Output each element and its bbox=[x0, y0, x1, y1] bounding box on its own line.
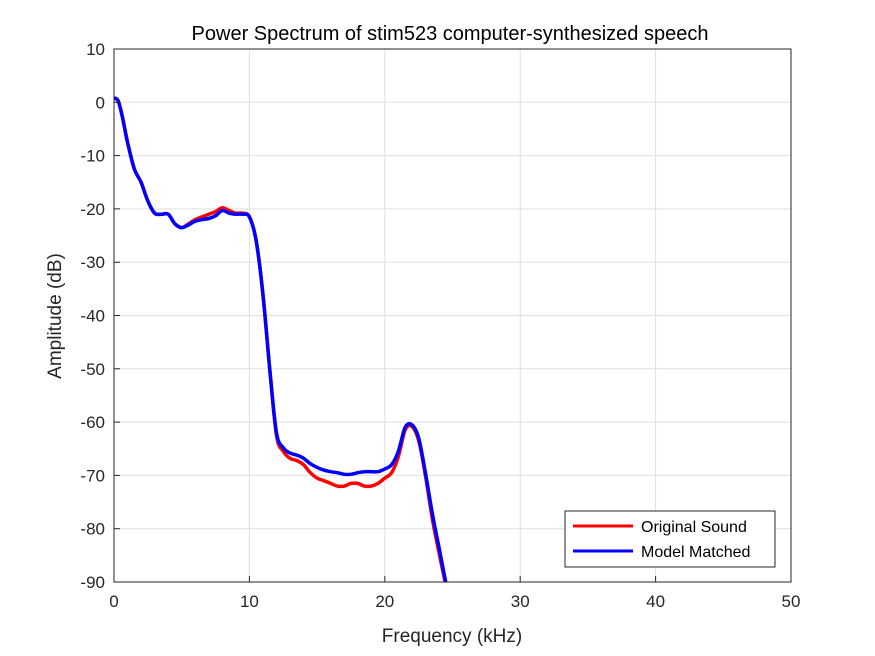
legend-label-model-matched: Model Matched bbox=[641, 544, 750, 561]
chart-title: Power Spectrum of stim523 computer-synth… bbox=[192, 23, 709, 45]
x-tick-label: 40 bbox=[646, 592, 665, 611]
legend-box bbox=[564, 510, 776, 568]
y-tick-label: -50 bbox=[80, 360, 105, 379]
tick-labels: 0 10 20 30 40 50 10 0 -10 -20 -30 -40 -50 -60 -70 -80 -9… bbox=[80, 40, 800, 611]
x-tick-label: 30 bbox=[511, 592, 530, 611]
y-tick-label: -70 bbox=[80, 466, 105, 485]
x-axis-label: Frequency (kHz) bbox=[382, 626, 522, 647]
y-axis-label: Amplitude (dB) bbox=[45, 253, 66, 379]
y-tick-label: -90 bbox=[80, 573, 105, 592]
series-line-model-matched bbox=[114, 96, 448, 582]
y-tick-label: -10 bbox=[80, 147, 105, 166]
y-tick-label: 10 bbox=[86, 40, 105, 59]
x-tick-label: 50 bbox=[782, 592, 801, 611]
legend-label-original-sound: Original Sound bbox=[641, 519, 747, 536]
y-tick-label: -60 bbox=[80, 413, 105, 432]
series-lines bbox=[114, 96, 448, 582]
y-tick-label: -20 bbox=[80, 200, 105, 219]
legend: Original Sound Model Matched bbox=[564, 510, 776, 568]
x-tick-label: 0 bbox=[109, 592, 118, 611]
y-tick-label: -30 bbox=[80, 253, 105, 272]
y-tick-label: -80 bbox=[80, 520, 105, 539]
y-tick-label: -40 bbox=[80, 307, 105, 326]
x-tick-label: 10 bbox=[240, 592, 259, 611]
y-tick-label: 0 bbox=[96, 93, 105, 112]
x-tick-label: 20 bbox=[375, 592, 394, 611]
